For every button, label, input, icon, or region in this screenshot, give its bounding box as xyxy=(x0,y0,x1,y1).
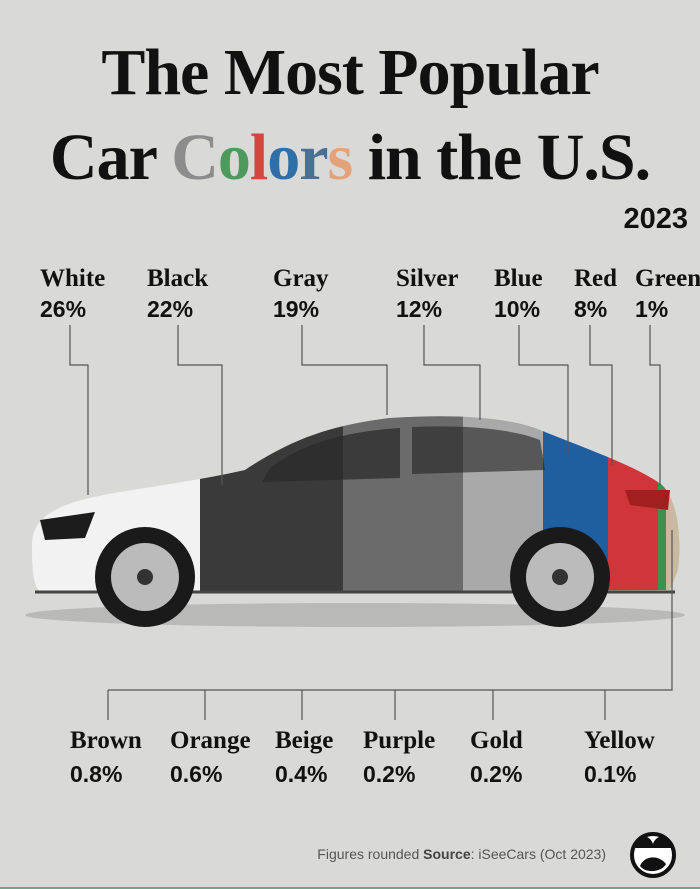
label-silver: Silver xyxy=(396,265,459,292)
value-silver: 12% xyxy=(396,296,443,322)
title-letter: r xyxy=(299,121,328,194)
title-letter: C xyxy=(171,121,219,194)
bottom-border xyxy=(0,887,700,889)
value-gray: 19% xyxy=(273,296,320,322)
title-colored-word: Colors xyxy=(171,121,354,194)
headlight xyxy=(40,512,95,540)
label-white: White xyxy=(40,265,106,292)
front-window xyxy=(262,428,400,482)
value-white: 26% xyxy=(40,296,87,322)
leader-green xyxy=(649,325,661,485)
label-purple: Purple xyxy=(363,727,436,754)
segment-other xyxy=(666,416,680,592)
value-red: 8% xyxy=(574,296,608,322)
title-line-1: The Most Popular xyxy=(101,36,599,109)
value-green: 1% xyxy=(635,296,669,322)
leader-black xyxy=(177,325,223,485)
label-gray: Gray xyxy=(273,265,329,292)
source-label: Source xyxy=(423,846,471,862)
title-letter: l xyxy=(249,121,268,194)
rear-window xyxy=(412,426,545,474)
shadow xyxy=(25,603,685,627)
footer: Figures rounded Source: iSeeCars (Oct 20… xyxy=(317,846,606,862)
label-blue: Blue xyxy=(494,265,543,292)
value-brown: 0.8% xyxy=(70,761,123,787)
value-orange: 0.6% xyxy=(170,761,223,787)
title-suffix: in the U.S. xyxy=(352,121,651,194)
label-orange: Orange xyxy=(170,727,251,754)
leader-silver xyxy=(423,325,481,420)
label-beige: Beige xyxy=(275,727,334,754)
leader-white xyxy=(69,325,89,495)
value-black: 22% xyxy=(147,296,194,322)
value-blue: 10% xyxy=(494,296,541,322)
leader-gray xyxy=(301,325,388,415)
taillight xyxy=(625,490,670,510)
label-brown: Brown xyxy=(70,727,142,754)
title-letter: o xyxy=(217,121,251,194)
front-wheel xyxy=(95,527,195,627)
value-purple: 0.2% xyxy=(363,761,416,787)
value-yellow: 0.1% xyxy=(584,761,637,787)
value-gold: 0.2% xyxy=(470,761,523,787)
label-black: Black xyxy=(147,265,209,292)
label-gold: Gold xyxy=(470,727,523,754)
title-prefix: Car xyxy=(49,121,172,194)
title-line-2: Car Colors in the U.S. xyxy=(0,125,700,191)
year: 2023 xyxy=(623,203,688,235)
label-green: Green xyxy=(635,265,700,292)
rear-wheel xyxy=(510,527,610,627)
label-yellow: Yellow xyxy=(584,727,655,754)
leader-red xyxy=(589,325,613,465)
label-red: Red xyxy=(574,265,618,292)
leader-lines xyxy=(69,325,673,720)
leader-others-bracket xyxy=(108,530,673,691)
source-text: : iSeeCars (Oct 2023) xyxy=(470,846,606,862)
title-letter: s xyxy=(327,121,354,194)
leader-blue xyxy=(518,325,569,455)
brand-logo-icon xyxy=(630,832,676,878)
value-beige: 0.4% xyxy=(275,761,328,787)
title-letter: o xyxy=(267,121,300,194)
footer-note: Figures rounded xyxy=(317,846,424,862)
